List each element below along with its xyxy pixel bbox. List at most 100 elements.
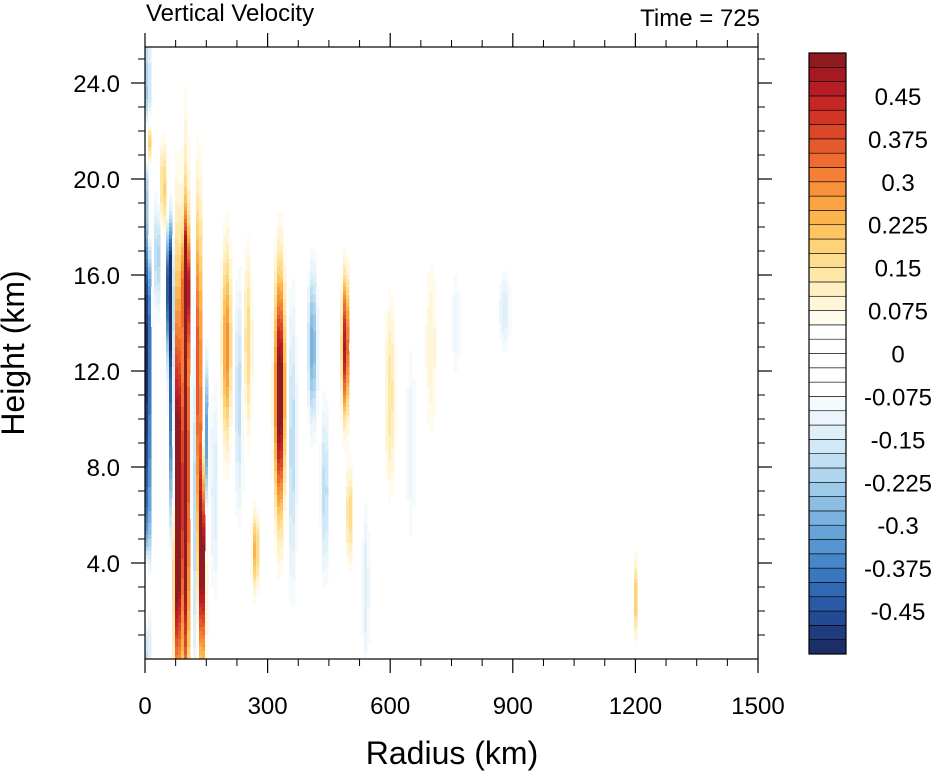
heatmap-cell xyxy=(205,355,209,360)
heatmap-cell xyxy=(193,299,197,304)
colorbar-box xyxy=(808,625,847,640)
heatmap-cell xyxy=(145,159,149,164)
heatmap-cell xyxy=(178,283,182,288)
heatmap-cell xyxy=(184,127,188,132)
heatmap-cell xyxy=(172,531,176,536)
heatmap-cell xyxy=(277,415,281,420)
heatmap-cell xyxy=(289,575,293,580)
heatmap-cell xyxy=(409,407,413,412)
heatmap-cell xyxy=(148,295,152,300)
heatmap-cell xyxy=(271,339,275,344)
heatmap-cell xyxy=(247,359,251,364)
heatmap-cell xyxy=(181,631,185,636)
heatmap-cell xyxy=(409,479,413,484)
heatmap-cell xyxy=(199,463,203,468)
heatmap-cell xyxy=(502,287,506,292)
heatmap-cell xyxy=(316,343,320,348)
heatmap-cell xyxy=(196,143,200,148)
heatmap-cell xyxy=(172,395,176,400)
heatmap-cell xyxy=(310,435,314,440)
heatmap-cell xyxy=(322,419,326,424)
heatmap-cell xyxy=(280,527,284,532)
heatmap-cell xyxy=(346,331,350,336)
heatmap-cell xyxy=(172,615,176,620)
heatmap-cell xyxy=(145,547,149,552)
heatmap-cell xyxy=(499,299,503,304)
heatmap-cell xyxy=(307,383,311,388)
heatmap-cell xyxy=(388,471,392,476)
heatmap-cell xyxy=(178,383,182,388)
heatmap-cell xyxy=(148,315,152,320)
heatmap-cell xyxy=(220,299,224,304)
heatmap-cell xyxy=(346,527,350,532)
heatmap-cell xyxy=(196,503,200,508)
heatmap-cell xyxy=(295,359,299,364)
heatmap-cell xyxy=(181,351,185,356)
heatmap-cell xyxy=(172,287,176,292)
heatmap-cell xyxy=(253,511,257,516)
heatmap-cell xyxy=(316,327,320,332)
heatmap-cell xyxy=(277,427,281,432)
heatmap-cell xyxy=(184,231,188,236)
heatmap-cell xyxy=(211,531,215,536)
heatmap-cell xyxy=(427,275,431,280)
colorbar-box xyxy=(808,381,847,397)
heatmap-cell xyxy=(193,335,197,340)
heatmap-cell xyxy=(202,535,206,540)
heatmap-cell xyxy=(172,603,176,608)
heatmap-cell xyxy=(295,543,299,548)
heatmap-cell xyxy=(199,307,203,312)
heatmap-cell xyxy=(157,319,161,324)
heatmap-cell xyxy=(295,423,299,428)
heatmap-cell xyxy=(211,399,215,404)
heatmap-cell xyxy=(409,531,413,536)
heatmap-cell xyxy=(391,491,395,496)
heatmap-cell xyxy=(271,427,275,432)
heatmap-cell xyxy=(223,311,227,316)
heatmap-cell xyxy=(238,351,242,356)
heatmap-cell xyxy=(175,655,179,659)
heatmap-cell xyxy=(247,287,251,292)
heatmap-cell xyxy=(178,163,182,168)
heatmap-cell xyxy=(184,603,188,608)
heatmap-cell xyxy=(292,447,296,452)
heatmap-cell xyxy=(187,423,191,428)
heatmap-cell xyxy=(190,487,194,492)
heatmap-cell xyxy=(175,527,179,532)
heatmap-cell xyxy=(364,547,368,552)
heatmap-cell xyxy=(169,287,173,292)
heatmap-cell xyxy=(148,259,152,264)
heatmap-cell xyxy=(178,339,182,344)
heatmap-cell xyxy=(184,291,188,296)
heatmap-cell xyxy=(430,371,434,376)
heatmap-cell xyxy=(172,271,176,276)
heatmap-cell xyxy=(322,559,326,564)
heatmap-cell xyxy=(187,595,191,600)
heatmap-cell xyxy=(166,227,170,232)
heatmap-cell xyxy=(148,559,152,564)
heatmap-cell xyxy=(220,387,224,392)
heatmap-cell xyxy=(157,231,161,236)
heatmap-cell xyxy=(499,303,503,308)
heatmap-cell xyxy=(457,339,461,344)
heatmap-cell xyxy=(184,555,188,560)
colorbar-box xyxy=(808,510,847,526)
heatmap-cell xyxy=(406,471,410,476)
heatmap-cell xyxy=(178,355,182,360)
heatmap-cell xyxy=(196,183,200,188)
heatmap-cell xyxy=(169,315,173,320)
heatmap-cell xyxy=(175,219,179,224)
heatmap-cell xyxy=(289,551,293,556)
heatmap-cell xyxy=(295,443,299,448)
heatmap-cell xyxy=(283,451,287,456)
heatmap-cell xyxy=(289,347,293,352)
heatmap-cell xyxy=(274,299,278,304)
heatmap-cell xyxy=(271,431,275,436)
heatmap-cell xyxy=(289,463,293,468)
heatmap-cell xyxy=(175,187,179,192)
heatmap-cell xyxy=(238,519,242,524)
heatmap-cell xyxy=(274,343,278,348)
heatmap-cell xyxy=(388,423,392,428)
heatmap-cell xyxy=(175,203,179,208)
heatmap-cell xyxy=(202,575,206,580)
